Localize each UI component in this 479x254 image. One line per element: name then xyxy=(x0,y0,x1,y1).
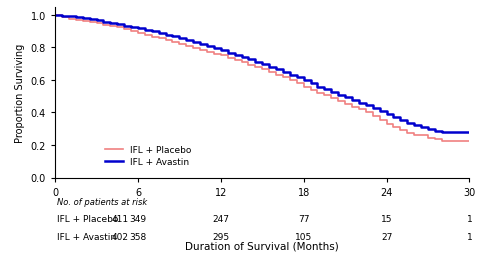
Text: 349: 349 xyxy=(129,215,147,224)
Text: 105: 105 xyxy=(295,232,312,241)
Text: IFL + Placebo: IFL + Placebo xyxy=(57,215,119,224)
Text: 358: 358 xyxy=(129,232,147,241)
Text: 411: 411 xyxy=(111,215,128,224)
Text: 1: 1 xyxy=(467,215,472,224)
Text: 77: 77 xyxy=(298,215,309,224)
Text: 1: 1 xyxy=(467,232,472,241)
Legend: IFL + Placebo, IFL + Avastin: IFL + Placebo, IFL + Avastin xyxy=(101,142,195,170)
Text: No. of patients at risk: No. of patients at risk xyxy=(57,197,148,206)
Text: Duration of Survival (Months): Duration of Survival (Months) xyxy=(185,241,339,251)
Y-axis label: Proportion Surviving: Proportion Surviving xyxy=(15,43,25,142)
Text: 295: 295 xyxy=(212,232,229,241)
Text: 27: 27 xyxy=(381,232,392,241)
Text: 15: 15 xyxy=(381,215,392,224)
Text: 247: 247 xyxy=(212,215,229,224)
Text: IFL + Avastin: IFL + Avastin xyxy=(57,232,116,241)
Text: 402: 402 xyxy=(111,232,128,241)
